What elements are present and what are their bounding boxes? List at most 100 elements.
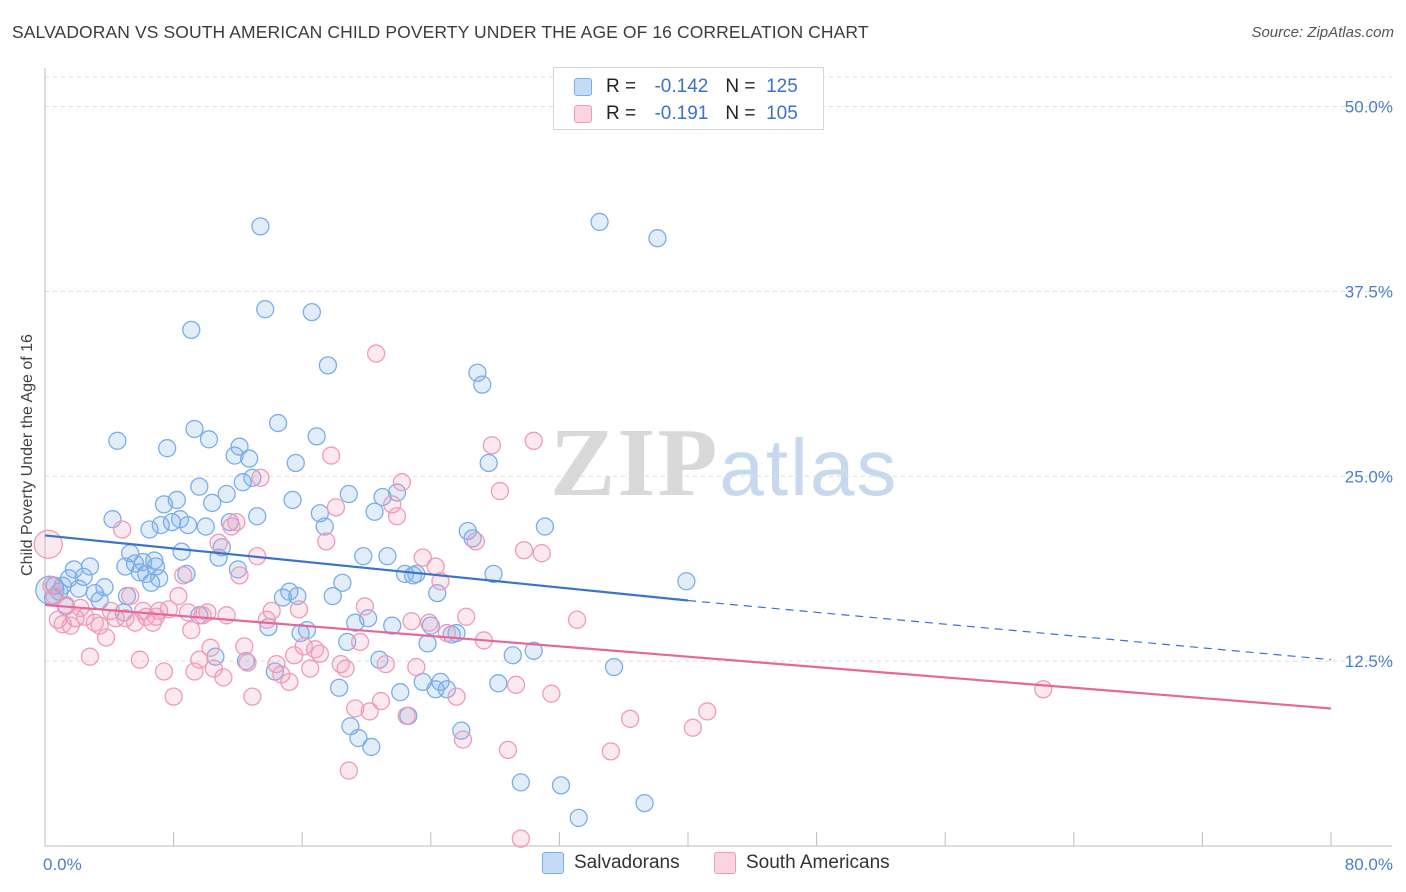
south-american-point (185, 662, 204, 681)
salvadoran-point (387, 483, 407, 502)
south-american-point (289, 600, 309, 619)
south-american-point (164, 687, 183, 706)
salvadoran-point (158, 439, 177, 458)
salvadoran-point (428, 583, 447, 603)
salvadoran-point (354, 546, 373, 566)
salvadoran-point (590, 212, 609, 232)
south-american-point (230, 566, 249, 585)
salvadoran-point (248, 507, 267, 526)
south-american-point (383, 495, 402, 514)
south-american-point (235, 637, 254, 656)
south-american-point (392, 473, 412, 492)
south-american-point (407, 657, 426, 677)
south-american-point (301, 659, 320, 678)
south-american-point (201, 638, 220, 657)
south-americans-trend-line (44, 603, 1332, 710)
south-american-point (387, 507, 407, 526)
south-american-point (217, 606, 236, 625)
source-label: Source: ZipAtlas.com (1251, 24, 1394, 41)
y-tick-label: 12.5% (1345, 652, 1393, 671)
salvadoran-point (365, 502, 384, 521)
legend-item-south-americans[interactable]: South Americans (714, 852, 890, 874)
legend-item-salvadorans[interactable]: Salvadorans (542, 852, 680, 874)
salvadoran-point (230, 437, 249, 456)
y-tick-label: 25.0% (1345, 467, 1393, 486)
salvadoran-point (378, 546, 397, 566)
south-american-point (514, 541, 534, 560)
south-american-point (447, 687, 466, 706)
south-american-point (402, 612, 421, 631)
salvadoran-point (431, 672, 450, 691)
salvadorans-trend-extension (687, 599, 1332, 661)
south-american-point (193, 606, 212, 625)
south-american-point (227, 512, 246, 532)
salvadoran-point (635, 793, 654, 813)
salvadoran-point (233, 473, 252, 492)
salvadoran-point (318, 356, 338, 375)
x-tick-label-min: 0.0% (43, 855, 82, 874)
south-american-point (243, 687, 262, 706)
south-american-point (321, 446, 341, 465)
south-american-point (532, 544, 551, 563)
salvadoran-point (240, 449, 259, 468)
south-american-point (267, 654, 286, 674)
south-american-point (96, 628, 116, 647)
salvadoran-point (199, 430, 219, 449)
legend-swatch-salvadorans-bottom (542, 852, 564, 874)
salvadoran-point (524, 641, 543, 660)
salvadoran-point (307, 427, 326, 446)
south-american-point (209, 533, 228, 552)
chart-title: SALVADORAN VS SOUTH AMERICAN CHILD POVER… (12, 22, 869, 42)
south-american-point (121, 586, 140, 606)
salvadoran-point (74, 567, 93, 586)
salvadoran-point (463, 529, 482, 548)
south-american-point (431, 572, 450, 591)
salvadoran-point (151, 515, 170, 535)
salvadoran-point (479, 453, 498, 473)
south-american-point (371, 691, 391, 711)
south-american-point (326, 498, 346, 517)
salvadoran-point (286, 453, 305, 473)
south-american-point (130, 650, 149, 669)
salvadoran-point (170, 510, 190, 529)
salvadoran-point (80, 557, 100, 576)
south-american-point (683, 718, 702, 737)
south-american-point (182, 620, 201, 640)
salvadoran-point (511, 773, 530, 792)
south-american-point (1034, 680, 1053, 699)
south-american-point (397, 706, 416, 726)
salvadoran-point (167, 490, 186, 510)
r-value-salvadorans: -0.142 (654, 76, 709, 97)
r-label: R = (606, 103, 637, 124)
legend-label-south-americans: South Americans (746, 852, 890, 873)
salvadorans-trend-line (44, 534, 689, 602)
salvadoran-point (185, 419, 204, 439)
south-american-point (113, 520, 132, 539)
south-americans-points (33, 344, 1053, 848)
south-american-point (511, 829, 530, 848)
salvadoran-point (95, 578, 114, 597)
south-american-point (317, 532, 336, 551)
salvadoran-point (468, 363, 487, 382)
salvadoran-point (333, 573, 352, 592)
south-american-point (154, 662, 174, 681)
south-american-point (498, 740, 518, 760)
legend-label-salvadorans: Salvadorans (574, 852, 680, 873)
salvadoran-point (196, 517, 215, 536)
axes (44, 68, 1392, 847)
south-american-point (466, 532, 485, 551)
salvadoran-point (140, 520, 159, 539)
legend-swatch-south-americans (574, 105, 592, 123)
salvadoran-point (535, 517, 555, 536)
salvadoran-point (373, 487, 392, 507)
salvadoran-point (146, 557, 166, 576)
salvadoran-point (484, 564, 503, 584)
south-american-point (336, 659, 355, 678)
salvadoran-point (182, 320, 201, 340)
south-american-point (567, 610, 587, 629)
salvadoran-point (130, 563, 149, 582)
salvadoran-point (358, 609, 378, 628)
trend-lines (44, 534, 1332, 710)
south-american-point (238, 653, 257, 672)
